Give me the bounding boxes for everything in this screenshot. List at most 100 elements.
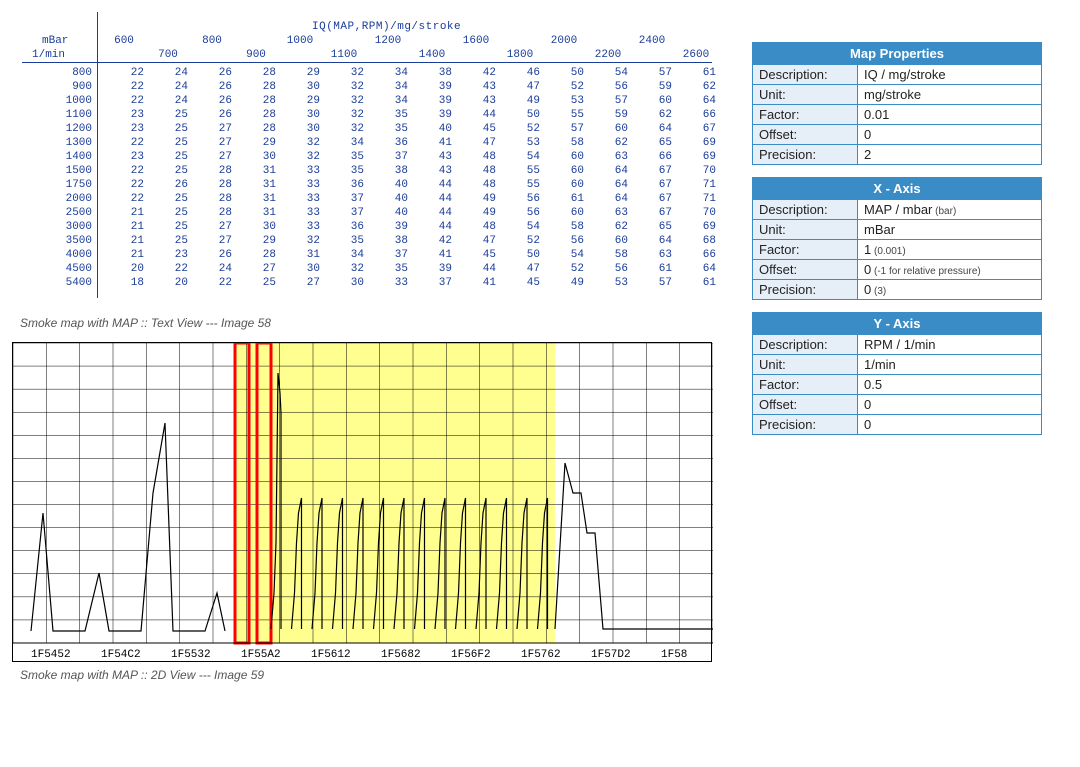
prop-row: Factor:1 (0.001) xyxy=(753,240,1042,260)
data-cell: 20 xyxy=(150,276,188,290)
data-cell: 58 xyxy=(590,248,628,262)
data-cell: 52 xyxy=(546,262,584,276)
x-header-cell: 900 xyxy=(234,48,278,62)
data-cell: 28 xyxy=(194,164,232,178)
prop-value: IQ / mg/stroke xyxy=(858,65,1042,85)
x-header-cell: 800 xyxy=(190,34,234,48)
table-row: 40002123262831343741455054586366 xyxy=(12,248,712,262)
y-label-cell: 3000 xyxy=(42,220,92,234)
data-cell: 23 xyxy=(106,122,144,136)
data-cell: 23 xyxy=(150,248,188,262)
prop-value: 0 (3) xyxy=(858,280,1042,300)
data-cell: 34 xyxy=(326,136,364,150)
table-row: 10002224262829323439434953576064 xyxy=(12,94,712,108)
y-label-cell: 1500 xyxy=(42,164,92,178)
data-cell: 58 xyxy=(546,136,584,150)
data-cell: 35 xyxy=(370,262,408,276)
data-cell: 31 xyxy=(238,164,276,178)
data-cell: 49 xyxy=(546,276,584,290)
data-cell: 45 xyxy=(502,276,540,290)
data-cell: 41 xyxy=(414,248,452,262)
data-cell: 37 xyxy=(326,206,364,220)
table-row: 9002224262830323439434752565962 xyxy=(12,80,712,94)
data-cell: 39 xyxy=(414,108,452,122)
x-header-cell: 1000 xyxy=(278,34,322,48)
data-cell: 41 xyxy=(458,276,496,290)
data-cell: 60 xyxy=(546,150,584,164)
data-cell: 64 xyxy=(634,234,672,248)
y-label-cell: 4000 xyxy=(42,248,92,262)
data-cell: 30 xyxy=(238,150,276,164)
data-cell: 55 xyxy=(502,178,540,192)
data-cell: 56 xyxy=(590,80,628,94)
data-cell: 22 xyxy=(106,164,144,178)
y-label-cell: 2000 xyxy=(42,192,92,206)
data-cell: 25 xyxy=(150,220,188,234)
data-cell: 27 xyxy=(194,122,232,136)
data-cell: 48 xyxy=(458,220,496,234)
data-cell: 24 xyxy=(194,262,232,276)
prop-key: Description: xyxy=(753,335,858,355)
prop-row: Offset:0 (-1 for relative pressure) xyxy=(753,260,1042,280)
data-cell: 20 xyxy=(106,262,144,276)
data-cell: 43 xyxy=(414,150,452,164)
prop-key: Unit: xyxy=(753,355,858,375)
data-cell: 34 xyxy=(370,80,408,94)
data-cell: 25 xyxy=(150,234,188,248)
svg-text:1F56F2: 1F56F2 xyxy=(451,649,491,661)
data-cell: 62 xyxy=(590,136,628,150)
data-cell: 40 xyxy=(414,122,452,136)
data-cell: 23 xyxy=(106,150,144,164)
data-cell: 64 xyxy=(590,178,628,192)
data-cell: 53 xyxy=(502,136,540,150)
data-cell: 56 xyxy=(546,234,584,248)
data-cell: 48 xyxy=(458,178,496,192)
prop-row: Precision:0 xyxy=(753,415,1042,435)
y-label-cell: 1200 xyxy=(42,122,92,136)
data-cell: 21 xyxy=(106,234,144,248)
prop-table-header: Map Properties xyxy=(753,43,1042,65)
data-cell: 32 xyxy=(282,150,320,164)
prop-value: 0 xyxy=(858,395,1042,415)
prop-value: 0 xyxy=(858,125,1042,145)
y-label-cell: 5400 xyxy=(42,276,92,290)
table-row: 17502226283133364044485560646771 xyxy=(12,178,712,192)
y-label-cell: 800 xyxy=(42,66,92,80)
data-cell: 62 xyxy=(678,80,716,94)
data-cell: 33 xyxy=(282,178,320,192)
data-cell: 67 xyxy=(634,206,672,220)
data-cell: 30 xyxy=(282,108,320,122)
data-cell: 24 xyxy=(150,80,188,94)
data-cell: 60 xyxy=(590,122,628,136)
prop-key: Precision: xyxy=(753,145,858,165)
data-cell: 65 xyxy=(634,136,672,150)
data-cell: 28 xyxy=(238,122,276,136)
data-cell: 29 xyxy=(282,94,320,108)
data-cell: 48 xyxy=(458,164,496,178)
prop-value: RPM / 1/min xyxy=(858,335,1042,355)
svg-text:1F5612: 1F5612 xyxy=(311,649,351,661)
data-cell: 32 xyxy=(326,108,364,122)
data-cell: 25 xyxy=(150,150,188,164)
data-cell: 43 xyxy=(414,164,452,178)
prop-key: Precision: xyxy=(753,280,858,300)
data-cell: 69 xyxy=(678,136,716,150)
prop-row: Precision:0 (3) xyxy=(753,280,1042,300)
data-cell: 49 xyxy=(502,94,540,108)
data-cell: 56 xyxy=(502,206,540,220)
prop-key: Description: xyxy=(753,200,858,220)
y-label-cell: 4500 xyxy=(42,262,92,276)
data-cell: 66 xyxy=(678,108,716,122)
data-cell: 21 xyxy=(106,206,144,220)
data-cell: 39 xyxy=(414,80,452,94)
prop-value: 1/min xyxy=(858,355,1042,375)
data-cell: 25 xyxy=(150,136,188,150)
x-header-cell: 2600 xyxy=(674,48,718,62)
data-cell: 61 xyxy=(546,192,584,206)
data-cell: 42 xyxy=(458,66,496,80)
svg-text:1F5532: 1F5532 xyxy=(171,649,211,661)
data-cell: 26 xyxy=(194,80,232,94)
data-cell: 26 xyxy=(150,178,188,192)
data-cell: 31 xyxy=(282,248,320,262)
data-cell: 26 xyxy=(194,94,232,108)
